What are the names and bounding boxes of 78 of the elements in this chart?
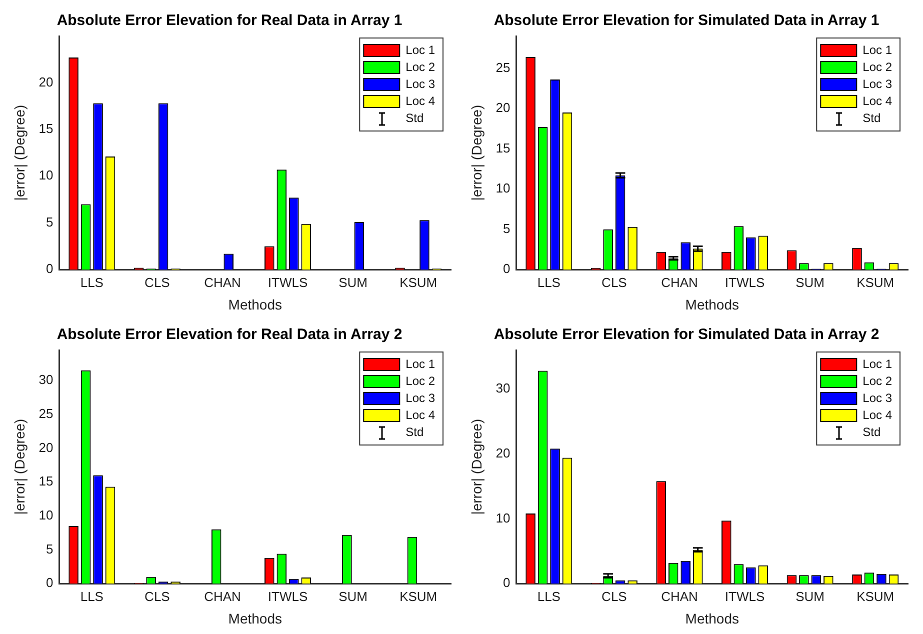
legend-label: Loc 3 (862, 76, 892, 91)
chart-title: Absolute Error Elevation for Real Data in Array 1 (56, 12, 402, 30)
x-tick-label: CHAN (204, 274, 241, 290)
y-axis-title: |error| (Degree) (468, 418, 484, 515)
x-tick-label: LLS (537, 588, 561, 604)
y-tick-label: 15 (38, 121, 54, 136)
y-tick-label: 0 (503, 261, 510, 276)
y-axis-title: |error| (Degree) (11, 104, 28, 201)
y-tick-label: 5 (503, 220, 510, 236)
legend-label: Loc 2 (862, 374, 892, 388)
chart-title: Absolute Error Elevation for Simulated Data in Array 2 (494, 326, 880, 344)
chart-title: Absolute Error Elevation for Simulated Data in Array 1 (494, 12, 880, 30)
legend-label: Loc 2 (406, 374, 436, 388)
y-tick-label: 0 (46, 575, 54, 590)
y-axis-title: |error| (Degree) (11, 418, 28, 515)
x-tick-label: LLS (80, 274, 104, 290)
x-tick-label: KSUM (400, 274, 438, 290)
x-tick-label: CLS (144, 588, 170, 604)
y-tick-label: 20 (496, 445, 510, 460)
x-tick-label: KSUM (400, 588, 438, 604)
x-tick-label: ITWLS (724, 274, 765, 290)
x-tick-label: SUM (796, 588, 825, 604)
x-axis-title: Methods (228, 610, 282, 626)
x-tick-label: CHAN (661, 274, 698, 290)
y-tick-label: 0 (46, 261, 54, 276)
legend-label: Loc 4 (862, 94, 892, 108)
legend-label: Loc 1 (406, 356, 436, 371)
legend-label: Loc 1 (862, 356, 892, 371)
y-tick-label: 25 (38, 406, 54, 421)
y-tick-label: 20 (38, 74, 54, 90)
y-tick-label: 5 (46, 214, 54, 230)
legend-label: Loc 3 (406, 390, 436, 405)
x-tick-label: KSUM (856, 588, 894, 604)
x-tick-label: CHAN (204, 588, 241, 604)
y-tick-label: 30 (38, 372, 54, 388)
legend-label: Loc 4 (406, 408, 436, 422)
y-tick-label: 15 (38, 474, 54, 489)
y-tick-label: 20 (38, 440, 54, 455)
x-tick-label: ITWLS (268, 274, 308, 290)
x-tick-label: LLS (537, 274, 561, 290)
y-tick-label: 10 (38, 168, 54, 183)
x-tick-label: ITWLS (268, 588, 308, 604)
x-axis-title: Methods (685, 610, 739, 626)
y-tick-label: 10 (496, 180, 510, 196)
y-tick-label: 5 (46, 541, 54, 556)
y-tick-label: 10 (496, 510, 510, 526)
y-axis-title: |error| (Degree) (468, 104, 484, 201)
x-tick-label: CLS (602, 588, 628, 604)
x-tick-label: CHAN (661, 588, 698, 604)
annotation: Std (862, 110, 881, 125)
annotation: Std (862, 424, 881, 439)
x-tick-label: LLS (80, 588, 104, 604)
y-tick-label: 30 (496, 380, 510, 396)
legend-label: Loc 4 (862, 408, 892, 422)
x-axis-title: Methods (228, 296, 282, 312)
x-tick-label: SUM (338, 588, 368, 604)
legend-label: Loc 3 (406, 76, 436, 91)
x-tick-label: CLS (602, 274, 628, 290)
x-tick-label: SUM (338, 274, 368, 290)
chart-title: Absolute Error Elevation for Real Data in Array 2 (56, 326, 402, 344)
legend-label: Loc 2 (406, 60, 436, 74)
legend-label: Loc 2 (862, 60, 892, 74)
legend-label: Loc 4 (406, 94, 436, 108)
x-tick-label: CLS (144, 274, 170, 290)
legend-label: Loc 3 (862, 390, 892, 405)
legend-label: Loc 1 (862, 42, 892, 57)
annotation: Std (406, 110, 424, 125)
x-tick-label: SUM (796, 274, 825, 290)
y-tick-label: 20 (496, 100, 510, 116)
y-tick-label: 15 (496, 140, 510, 156)
y-tick-label: 10 (38, 507, 54, 522)
y-tick-label: 25 (496, 60, 510, 75)
legend-label: Loc 1 (406, 42, 436, 57)
x-axis-title: Methods (685, 296, 739, 312)
annotation: Std (406, 424, 424, 439)
y-tick-label: 0 (503, 575, 510, 590)
x-tick-label: KSUM (856, 274, 894, 290)
x-tick-label: ITWLS (724, 588, 765, 604)
